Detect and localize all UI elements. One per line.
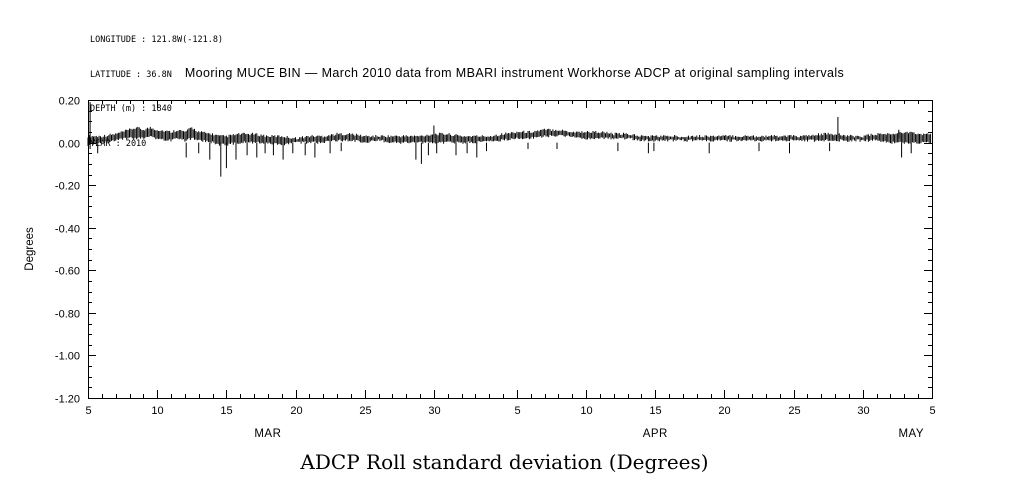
x-tick-label: 30 [428,405,440,417]
y-tick-label: -0.60 [55,266,80,278]
month-label: MAY [898,428,924,440]
plot-frame [88,100,933,399]
x-tick-label: 10 [580,405,592,417]
y-axis-label: Degrees [24,227,36,271]
figure-caption: ADCP Roll standard deviation (Degrees) [300,450,709,474]
x-tick-label: 5 [514,405,520,417]
x-tick-label: 5 [85,405,91,417]
data-spikes [89,102,912,177]
meta-longitude: LONGITUDE : 121.8W(-121.8) [90,35,224,45]
y-tick-label: -1.00 [55,351,80,363]
y-tick-label: -0.20 [55,181,80,193]
data-series [87,126,932,146]
x-tick-label: 15 [220,405,232,417]
x-tick-label: 15 [649,405,661,417]
x-tick-label: 25 [359,405,371,417]
y-tick-label: -0.40 [55,224,80,236]
x-tick-label: 30 [857,405,869,417]
x-tick-label: 25 [788,405,800,417]
y-tick-label: 0.00 [59,139,80,151]
plot-title: Mooring MUCE BIN — March 2010 data from … [184,66,845,80]
station-metadata: LONGITUDE : 121.8W(-121.8) LATITUDE : 36… [90,12,223,173]
x-tick-label: 20 [290,405,302,417]
meta-latitude: LATITUDE : 36.8N [90,69,172,80]
meta-depth: DEPTH (m) : 1840 [90,104,172,114]
y-tick-label: -0.80 [55,309,80,321]
x-tick-label: 10 [151,405,163,417]
month-label: APR [643,428,668,440]
x-tick-label: 5 [929,405,935,417]
y-tick-label: 0.20 [59,96,80,108]
axis-ticks [88,100,933,399]
x-tick-label: 20 [718,405,730,417]
month-label: MAR [254,428,281,440]
meta-year: YEAR : 2010 [90,138,147,149]
y-tick-label: -1.20 [55,394,80,406]
